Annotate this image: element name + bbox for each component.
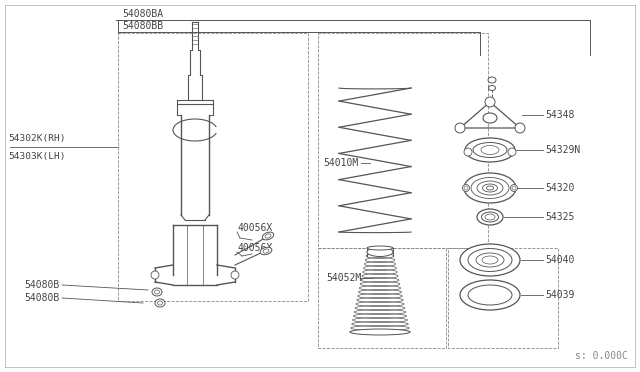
Text: 54320: 54320 [545,183,574,193]
Ellipse shape [485,97,495,107]
Bar [318,248,446,348]
Ellipse shape [460,244,520,276]
Text: 54040: 54040 [545,255,574,265]
Ellipse shape [508,148,516,156]
Ellipse shape [477,209,503,225]
Ellipse shape [350,329,410,335]
Text: 54348: 54348 [545,110,574,120]
Ellipse shape [511,185,518,192]
Ellipse shape [155,299,165,307]
Ellipse shape [460,280,520,310]
Bar [318,33,488,248]
Ellipse shape [483,113,497,123]
Text: 54080B: 54080B [25,280,60,290]
Text: 40056X: 40056X [237,223,272,233]
Text: s: 0.000C: s: 0.000C [575,351,628,361]
Text: 54080B: 54080B [25,293,60,303]
Ellipse shape [367,247,393,257]
Ellipse shape [152,288,162,296]
Ellipse shape [231,271,239,279]
Ellipse shape [488,77,496,83]
Text: 54303K(LH): 54303K(LH) [8,152,65,161]
Text: 54080BB: 54080BB [122,21,163,31]
Text: 54039: 54039 [545,290,574,300]
Ellipse shape [488,86,495,90]
Ellipse shape [464,148,472,156]
Ellipse shape [463,185,470,192]
Ellipse shape [260,247,272,255]
Text: 40056X: 40056X [237,243,272,253]
Text: 54302K(RH): 54302K(RH) [8,134,65,143]
Ellipse shape [367,246,393,250]
Ellipse shape [455,123,465,133]
Text: 54080BA: 54080BA [122,9,163,19]
Bar [448,248,558,348]
Text: 54325: 54325 [545,212,574,222]
Text: 54010M: 54010M [323,158,358,168]
Ellipse shape [465,138,515,162]
Ellipse shape [262,232,274,240]
Text: 54052M: 54052M [326,273,361,283]
Bar [118,33,308,301]
Ellipse shape [464,173,516,203]
Ellipse shape [515,123,525,133]
Text: 54329N: 54329N [545,145,580,155]
Ellipse shape [151,271,159,279]
